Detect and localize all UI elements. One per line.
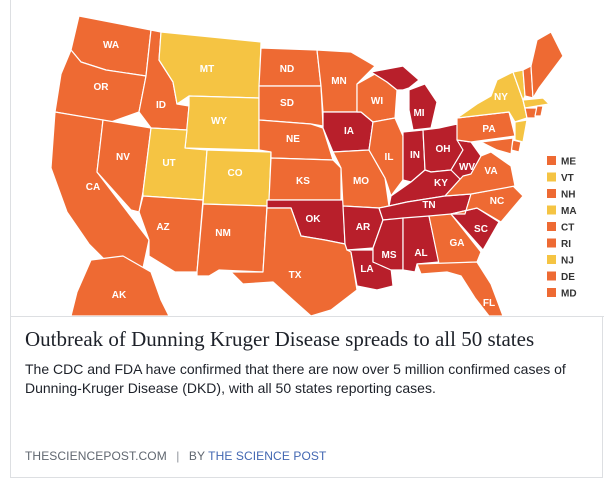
state-RI: [534, 105, 544, 117]
state-NM: [196, 203, 268, 277]
state-AZ: [138, 195, 204, 273]
state-label-OR: OR: [94, 82, 110, 93]
state-label-LA: LA: [360, 264, 373, 275]
state-label-IL: IL: [385, 152, 394, 163]
state-NJ: [514, 119, 528, 143]
state-label-TX: TX: [289, 270, 302, 281]
state-label-IA: IA: [344, 126, 354, 137]
article-source: THESCIENCEPOST.COM | BY THE SCIENCE POST: [25, 449, 326, 463]
legend-swatch-ME: [547, 156, 556, 165]
state-label-KY: KY: [434, 178, 448, 189]
legend-label-MD: MD: [561, 289, 577, 300]
state-label-AK: AK: [112, 290, 127, 301]
state-WY: [184, 95, 260, 151]
state-label-UT: UT: [162, 158, 175, 169]
state-CT: [524, 107, 538, 119]
legend-swatch-MA: [547, 205, 556, 215]
state-label-MN: MN: [331, 76, 347, 87]
state-label-NY: NY: [494, 92, 508, 103]
state-IL: [368, 117, 404, 197]
state-label-NC: NC: [490, 196, 504, 207]
state-label-FL: FL: [483, 298, 495, 309]
state-VA: [444, 151, 516, 197]
state-label-NE: NE: [286, 134, 300, 145]
legend-swatch-DE: [547, 271, 556, 281]
state-label-OK: OK: [306, 214, 322, 225]
legend-swatch-NJ: [547, 255, 556, 264]
legend-label-DE: DE: [561, 272, 575, 283]
legend-label-ME: ME: [561, 157, 576, 168]
state-AK: [70, 255, 170, 316]
legend-label-NH: NH: [561, 190, 575, 201]
state-TX: [230, 207, 358, 316]
state-label-CO: CO: [228, 168, 243, 179]
state-MA: [522, 97, 550, 109]
state-label-WY: WY: [211, 116, 227, 127]
legend-swatch-MD: [547, 288, 556, 297]
state-label-WV: WV: [459, 162, 475, 173]
state-labels: WA OR CA NV ID MT WY UT CO AZ NM ND SD NE KS OK TX MN IA MO…: [86, 40, 508, 309]
source-author[interactable]: THE SCIENCE POST: [208, 449, 327, 463]
source-separator: |: [176, 449, 180, 463]
state-label-OH: OH: [436, 144, 451, 155]
state-label-KS: KS: [296, 176, 310, 187]
state-MD: [480, 137, 514, 155]
legend-label-VT: VT: [561, 173, 574, 184]
state-SD: [258, 85, 324, 127]
state-label-SD: SD: [280, 98, 294, 109]
state-label-ND: ND: [280, 64, 294, 75]
legend-swatch-NH: [547, 189, 556, 198]
source-by-label: BY: [188, 449, 205, 463]
state-label-WA: WA: [103, 40, 119, 51]
small-states-legend: ME VT NH MA CT RI NJ DE MD: [547, 156, 577, 300]
state-label-WI: WI: [371, 96, 383, 107]
state-label-IN: IN: [410, 150, 420, 161]
legend-swatch-RI: [547, 238, 556, 248]
legend-label-MA: MA: [561, 206, 577, 217]
state-ME: [530, 31, 564, 99]
outbreak-map-image[interactable]: WA OR CA NV ID MT WY UT CO AZ NM ND SD NE KS OK TX MN IA MO…: [11, 0, 604, 316]
card-divider: [11, 316, 604, 317]
legend-label-RI: RI: [561, 239, 571, 250]
source-domain[interactable]: THESCIENCEPOST.COM: [25, 449, 167, 463]
legend-swatch-CT: [547, 222, 556, 231]
state-label-MO: MO: [353, 176, 369, 187]
state-KS: [268, 157, 342, 201]
link-preview-card[interactable]: WA OR CA NV ID MT WY UT CO AZ NM ND SD NE KS OK TX MN IA MO…: [10, 0, 604, 478]
state-label-ID: ID: [156, 100, 166, 111]
state-label-AR: AR: [356, 222, 371, 233]
state-MI: [370, 65, 438, 131]
state-GA: [428, 213, 482, 265]
state-label-NV: NV: [116, 152, 130, 163]
state-label-GA: GA: [450, 238, 465, 249]
state-label-CA: CA: [86, 182, 100, 193]
state-label-VA: VA: [484, 166, 497, 177]
state-label-MS: MS: [382, 250, 397, 261]
state-label-AL: AL: [414, 248, 427, 259]
article-headline[interactable]: Outbreak of Dunning Kruger Disease sprea…: [25, 327, 535, 351]
state-label-SC: SC: [474, 224, 488, 235]
state-label-TN: TN: [422, 200, 435, 211]
legend-label-CT: CT: [561, 223, 574, 234]
legend-swatch-VT: [547, 172, 556, 182]
state-label-AZ: AZ: [156, 222, 169, 233]
state-label-MI: MI: [413, 108, 424, 119]
state-label-NM: NM: [215, 228, 231, 239]
state-label-MT: MT: [200, 64, 214, 75]
us-map: WA OR CA NV ID MT WY UT CO AZ NM ND SD NE KS OK TX MN IA MO…: [50, 15, 577, 316]
article-text: Outbreak of Dunning Kruger Disease sprea…: [25, 326, 590, 398]
article-description: The CDC and FDA have confirmed that ther…: [25, 361, 566, 396]
legend-label-NJ: NJ: [561, 256, 574, 267]
state-label-PA: PA: [482, 124, 495, 135]
state-FL: [416, 261, 504, 316]
